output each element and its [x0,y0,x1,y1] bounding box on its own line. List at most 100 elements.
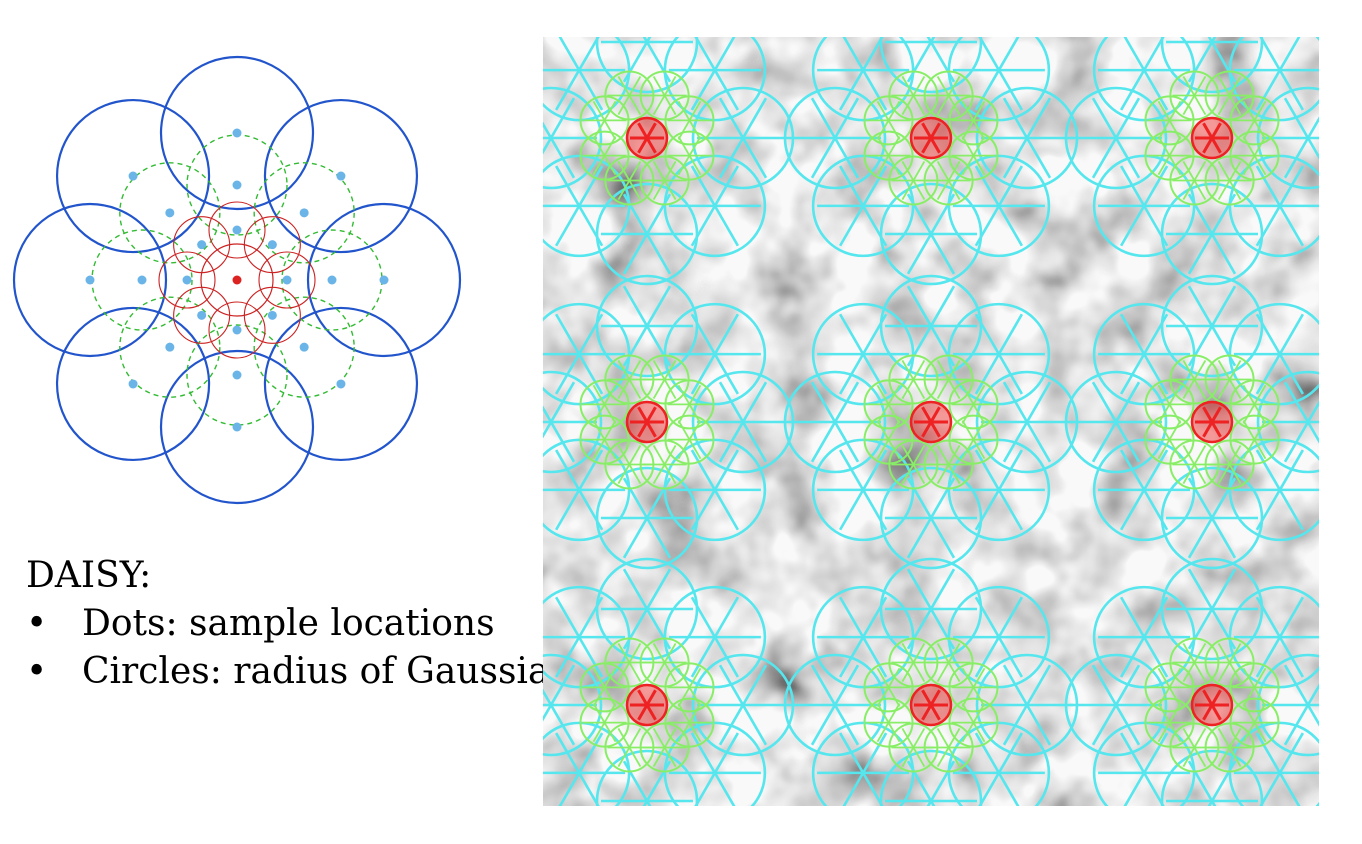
star-stroke [1002,664,1052,746]
star-glyph [1147,667,1192,707]
star-stroke [617,160,642,201]
inner-ring-circle [173,286,231,344]
star-stroke [1217,642,1242,683]
star-stroke [718,97,768,179]
star-stroke [842,732,888,806]
middle-descriptor-circle [1229,379,1280,430]
outer-descriptor-circle [1160,182,1264,286]
star-glyph [1233,596,1319,678]
star-glyph [981,664,1073,746]
star-stroke [1119,449,1169,531]
sample-dot [299,208,309,218]
star-stroke [1182,727,1207,768]
sample-dot [267,310,277,320]
outer-descriptor-circle [947,438,1051,542]
star-glyph [885,37,977,83]
sample-dot [299,342,309,352]
star-stroke [978,732,1024,806]
star-glyph [952,313,1045,395]
inner-center-circle [200,243,274,317]
star-stroke [810,664,860,746]
star-glyph [952,596,1045,678]
star-glyph [866,100,911,140]
middle-descriptor-circle [863,697,914,748]
star-glyph [668,313,761,395]
star-stroke [1259,732,1305,806]
star-stroke [1207,760,1237,806]
star-glyph [607,444,652,485]
star-stroke [974,313,1024,395]
outer-ring-circle [159,55,315,211]
middle-descriptor-circle [1229,662,1280,713]
star-glyph [951,100,996,140]
star-glyph [891,727,936,768]
star-glyph [601,285,693,367]
star-glyph [1172,727,1217,768]
outer-descriptor-circle [543,653,603,757]
star-glyph [1233,165,1319,247]
star-glyph [543,732,626,806]
star-glyph [1207,642,1252,683]
star-glyph [1262,381,1319,463]
outer-descriptor-circle [811,154,915,258]
outer-descriptor-circle [811,302,915,406]
star-glyph [1098,449,1191,531]
star-stroke [1091,97,1141,179]
star-glyph [543,381,597,463]
inner-ring-circle [243,286,301,344]
star-glyph [817,313,910,395]
star-stroke [1202,689,1222,721]
star-glyph [601,193,693,275]
star-stroke [652,642,677,683]
middle-descriptor-circle [948,662,999,713]
outer-descriptor-circle [663,37,767,122]
star-glyph [866,384,911,424]
inner-ring-circle [208,201,266,259]
star-glyph [1147,384,1192,424]
outer-descriptor-circle [947,154,1051,258]
star-stroke [554,37,600,111]
star-glyph [981,97,1073,179]
star-stroke [652,75,677,116]
outer-descriptor-circle [1256,86,1319,190]
star-stroke [718,664,768,746]
sample-dot [232,325,242,335]
star-glyph [582,384,627,424]
outer-descriptor-circle [1228,585,1319,689]
star-stroke [592,667,617,707]
star-glyph [952,732,1045,806]
star-stroke [1217,444,1242,485]
outer-descriptor-circle [783,370,887,474]
star-stroke [543,664,576,722]
star-glyph [885,285,977,367]
star-stroke [1242,384,1267,424]
outer-descriptor-circle [1228,37,1319,122]
star-stroke [652,160,677,201]
star-stroke [1119,596,1169,678]
star-stroke [1187,37,1217,83]
outer-descriptor-circle [783,86,887,190]
star-glyph [1098,165,1191,247]
outer-descriptor-circle [1092,154,1196,258]
outer-descriptor-circle [543,585,631,689]
outer-descriptor-circle [595,557,699,661]
star-stroke [1242,100,1267,140]
star-stroke [961,667,986,707]
star-stroke [617,642,642,683]
outer-ring-circle [55,306,211,462]
star-stroke [622,285,672,367]
star-stroke [617,75,642,116]
star-stroke [838,596,888,678]
star-stroke [554,313,604,395]
star-stroke [558,732,604,806]
outer-descriptor-circle [1160,37,1264,94]
outer-descriptor-circle [811,585,915,689]
star-glyph [543,596,626,678]
star-stroke [1187,568,1237,650]
outer-descriptor-circle [947,37,1051,122]
star-stroke [921,406,941,438]
star-glyph [601,568,693,650]
star-stroke [1187,285,1237,367]
sample-dot [232,370,242,380]
star-glyph [601,37,693,83]
